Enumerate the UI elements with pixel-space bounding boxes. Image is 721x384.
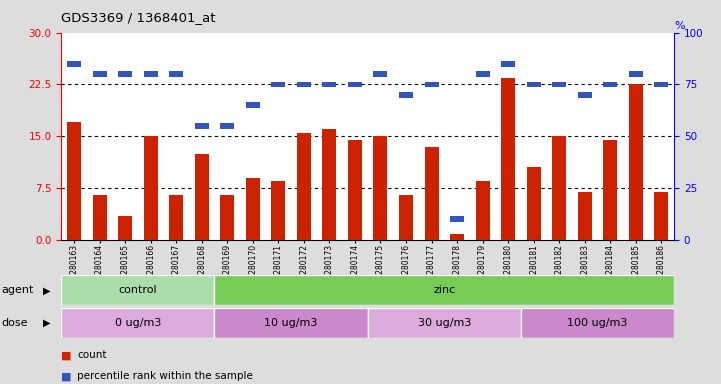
Bar bbox=[348, 82, 362, 87]
Bar bbox=[521, 308, 674, 338]
Text: ■: ■ bbox=[61, 350, 72, 360]
Bar bbox=[629, 71, 643, 77]
Bar bbox=[578, 192, 592, 240]
Bar bbox=[143, 136, 158, 240]
Bar bbox=[169, 195, 183, 240]
Bar bbox=[655, 82, 668, 87]
Text: 0 ug/m3: 0 ug/m3 bbox=[115, 318, 161, 328]
Text: zinc: zinc bbox=[433, 285, 456, 295]
Bar bbox=[220, 123, 234, 129]
Bar bbox=[92, 195, 107, 240]
Bar bbox=[61, 308, 215, 338]
Bar bbox=[322, 129, 337, 240]
Bar bbox=[297, 133, 311, 240]
Text: ■: ■ bbox=[61, 371, 72, 381]
Bar bbox=[450, 217, 464, 222]
Bar bbox=[67, 61, 81, 66]
Text: %: % bbox=[674, 21, 685, 31]
Bar bbox=[373, 136, 387, 240]
Text: 100 ug/m3: 100 ug/m3 bbox=[567, 318, 628, 328]
Bar bbox=[655, 192, 668, 240]
Bar bbox=[399, 195, 413, 240]
Bar bbox=[476, 71, 490, 77]
Text: GDS3369 / 1368401_at: GDS3369 / 1368401_at bbox=[61, 12, 216, 25]
Bar bbox=[399, 92, 413, 98]
Text: control: control bbox=[118, 285, 157, 295]
Bar bbox=[526, 82, 541, 87]
Bar bbox=[297, 82, 311, 87]
Bar bbox=[425, 82, 438, 87]
Bar bbox=[578, 92, 592, 98]
Bar bbox=[195, 154, 209, 240]
Bar bbox=[220, 195, 234, 240]
Bar bbox=[476, 181, 490, 240]
Bar bbox=[169, 71, 183, 77]
Bar bbox=[92, 71, 107, 77]
Bar bbox=[118, 71, 132, 77]
Text: ▶: ▶ bbox=[43, 285, 50, 295]
Text: count: count bbox=[77, 350, 107, 360]
Bar bbox=[67, 122, 81, 240]
Bar bbox=[501, 61, 516, 66]
Bar bbox=[603, 82, 617, 87]
Text: 30 ug/m3: 30 ug/m3 bbox=[417, 318, 471, 328]
Text: 10 ug/m3: 10 ug/m3 bbox=[265, 318, 318, 328]
Bar bbox=[246, 178, 260, 240]
Text: ▶: ▶ bbox=[43, 318, 50, 328]
Bar bbox=[348, 140, 362, 240]
Bar bbox=[425, 147, 438, 240]
Bar bbox=[526, 167, 541, 240]
Bar bbox=[61, 275, 215, 305]
Bar bbox=[368, 308, 521, 338]
Bar bbox=[246, 103, 260, 108]
Bar bbox=[322, 82, 337, 87]
Bar bbox=[271, 181, 286, 240]
Bar bbox=[552, 82, 566, 87]
Bar bbox=[501, 78, 516, 240]
Bar bbox=[603, 140, 617, 240]
Bar bbox=[450, 235, 464, 240]
Bar bbox=[552, 136, 566, 240]
Bar bbox=[215, 275, 674, 305]
Bar bbox=[118, 216, 132, 240]
Text: dose: dose bbox=[1, 318, 28, 328]
Bar bbox=[215, 308, 368, 338]
Bar bbox=[195, 123, 209, 129]
Bar bbox=[373, 71, 387, 77]
Bar bbox=[143, 71, 158, 77]
Bar bbox=[271, 82, 286, 87]
Text: agent: agent bbox=[1, 285, 34, 295]
Text: percentile rank within the sample: percentile rank within the sample bbox=[77, 371, 253, 381]
Bar bbox=[629, 84, 643, 240]
